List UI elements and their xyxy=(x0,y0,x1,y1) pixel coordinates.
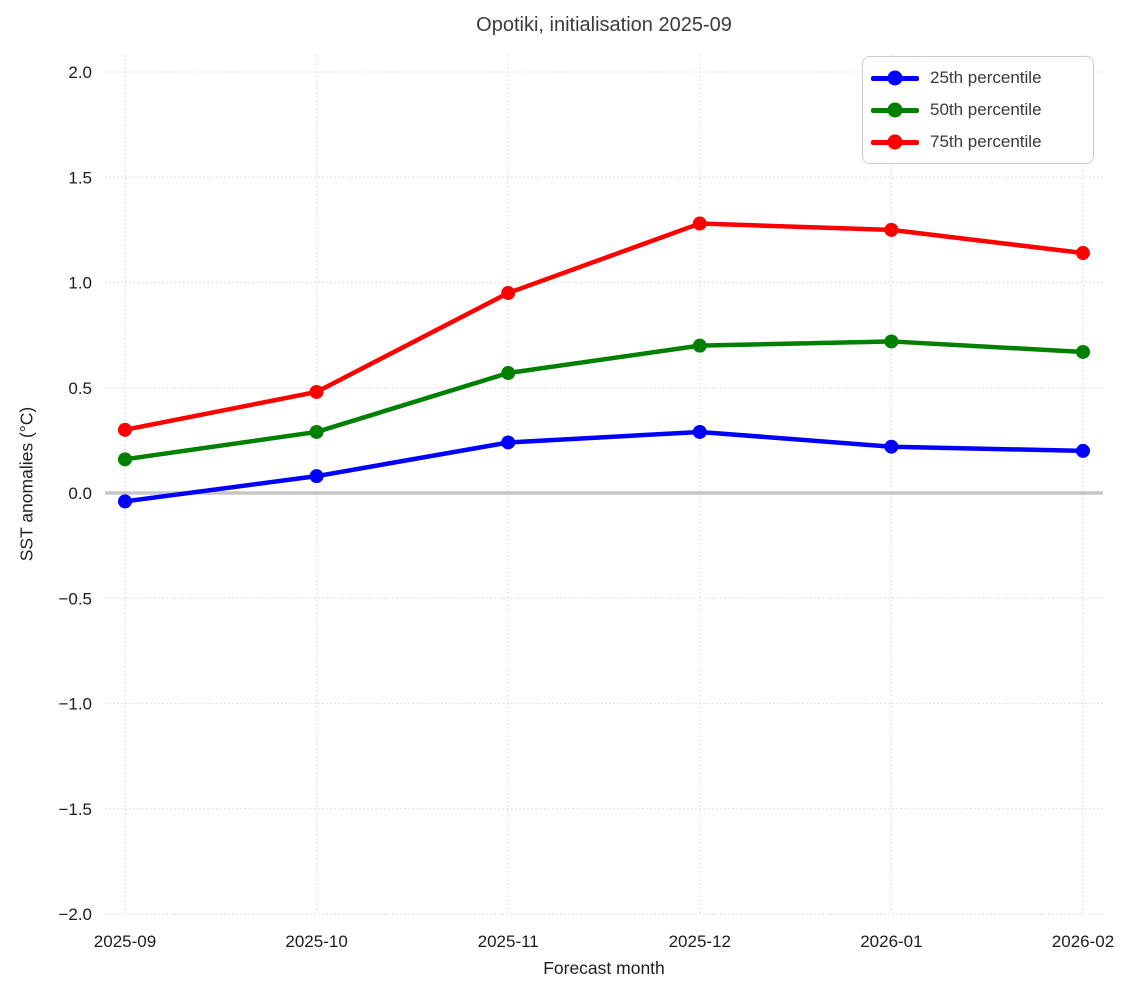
legend-item-75th-percentile: 75th percentile xyxy=(871,132,1083,152)
legend-label: 50th percentile xyxy=(930,100,1042,119)
legend-label: 75th percentile xyxy=(930,132,1042,151)
legend-swatch xyxy=(871,70,919,86)
legend-label: 25th percentile xyxy=(930,68,1042,87)
data-point-marker xyxy=(1076,344,1090,359)
y-tick-label: −0.5 xyxy=(58,589,92,608)
data-point-marker xyxy=(884,334,899,349)
legend-marker-icon xyxy=(887,102,903,118)
legend-item-50th-percentile: 50th percentile xyxy=(871,100,1083,120)
data-point-marker xyxy=(692,424,707,439)
legend-marker-icon xyxy=(887,70,903,86)
series-line-50th-percentile xyxy=(122,339,1086,462)
data-point-marker xyxy=(309,424,324,439)
data-point-marker xyxy=(501,286,516,301)
y-tick-label: 0.0 xyxy=(68,484,92,503)
y-tick-label: 2.0 xyxy=(68,63,92,82)
x-tick-label: 2026-01 xyxy=(860,932,922,951)
x-tick-label: 2025-10 xyxy=(285,932,347,951)
y-tick-label: 1.0 xyxy=(68,274,92,293)
legend: 25th percentile 50th percentile 75th perce… xyxy=(862,56,1094,164)
data-point-marker xyxy=(118,452,132,467)
x-tick-label: 2025-09 xyxy=(94,932,156,951)
y-tick-label: 0.5 xyxy=(68,379,92,398)
data-point-marker xyxy=(884,222,899,237)
legend-swatch xyxy=(871,134,919,150)
data-point-marker xyxy=(1076,246,1090,261)
data-point-marker xyxy=(118,422,132,437)
y-axis-label: SST anomalies (°C) xyxy=(16,406,37,562)
data-point-marker xyxy=(692,216,707,231)
data-point-marker xyxy=(884,439,899,454)
x-tick-label: 2025-11 xyxy=(478,932,539,951)
series-line-75th-percentile xyxy=(122,221,1086,433)
data-point-marker xyxy=(1076,443,1090,458)
data-point-marker xyxy=(309,469,324,484)
x-tick-label: 2026-02 xyxy=(1052,932,1114,951)
data-point-marker xyxy=(118,494,132,509)
y-tick-label: −1.5 xyxy=(58,800,92,819)
x-tick-label: 2025-12 xyxy=(669,932,731,951)
legend-item-25th-percentile: 25th percentile xyxy=(871,68,1083,88)
series-line-25th-percentile xyxy=(122,429,1086,504)
y-tick-label: −1.0 xyxy=(58,695,92,714)
y-tick-label: 1.5 xyxy=(68,168,92,187)
data-point-marker xyxy=(692,338,707,353)
legend-marker-icon xyxy=(887,134,903,150)
x-axis-label: Forecast month xyxy=(543,958,665,978)
legend-swatch xyxy=(871,102,919,118)
y-tick-label: −2.0 xyxy=(58,905,92,924)
data-point-marker xyxy=(309,384,324,399)
chart-title: Opotiki, initialisation 2025-09 xyxy=(476,14,732,36)
data-point-marker xyxy=(501,366,516,381)
data-point-marker xyxy=(501,435,516,450)
